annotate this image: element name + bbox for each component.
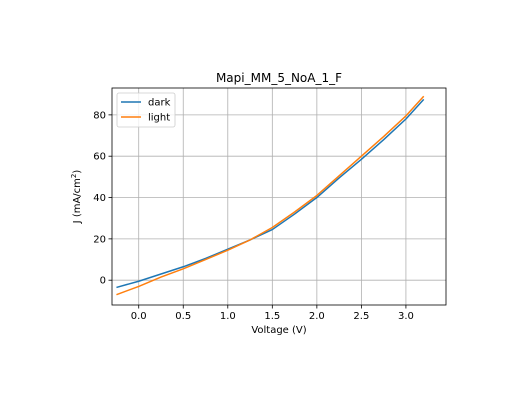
series-lines bbox=[116, 95, 425, 296]
x-tick-label: 0.0 bbox=[131, 311, 147, 322]
x-axis-title: Voltage (V) bbox=[251, 325, 306, 336]
y-tick-label: 80 bbox=[93, 110, 106, 121]
x-tick-label: 3.0 bbox=[398, 311, 414, 322]
chart-title: Mapi_MM_5_NoA_1_F bbox=[216, 71, 342, 85]
y-tick-label: 60 bbox=[93, 152, 106, 163]
series-line-light bbox=[116, 95, 425, 296]
y-axis-title-tail: ) bbox=[72, 170, 83, 174]
x-tick-label: 1.0 bbox=[220, 311, 236, 322]
y-axis-title: J (mA/cm2) bbox=[70, 170, 83, 225]
legend-label-dark: dark bbox=[148, 98, 171, 109]
grid bbox=[112, 88, 446, 305]
y-tick-label: 40 bbox=[93, 193, 106, 204]
plot-frame bbox=[111, 87, 447, 306]
x-tick-label: 0.5 bbox=[175, 311, 191, 322]
y-tick-label: 0 bbox=[100, 276, 106, 287]
x-tick-label: 2.0 bbox=[309, 311, 325, 322]
x-tick-label: 1.5 bbox=[264, 311, 280, 322]
series-line-dark bbox=[116, 98, 425, 289]
y-tick-label: 20 bbox=[93, 234, 106, 245]
y-axis-title-superscript: 2 bbox=[70, 174, 78, 178]
legend: dark light bbox=[116, 92, 176, 128]
y-axis-title-main: J (mA/cm bbox=[72, 178, 83, 224]
x-tick-label: 2.5 bbox=[353, 311, 369, 322]
axis-ticks: 0.0 0.5 1.0 1.5 2.0 2.5 3.0 0 20 40 60 80 bbox=[93, 110, 414, 322]
legend-label-light: light bbox=[148, 113, 170, 124]
